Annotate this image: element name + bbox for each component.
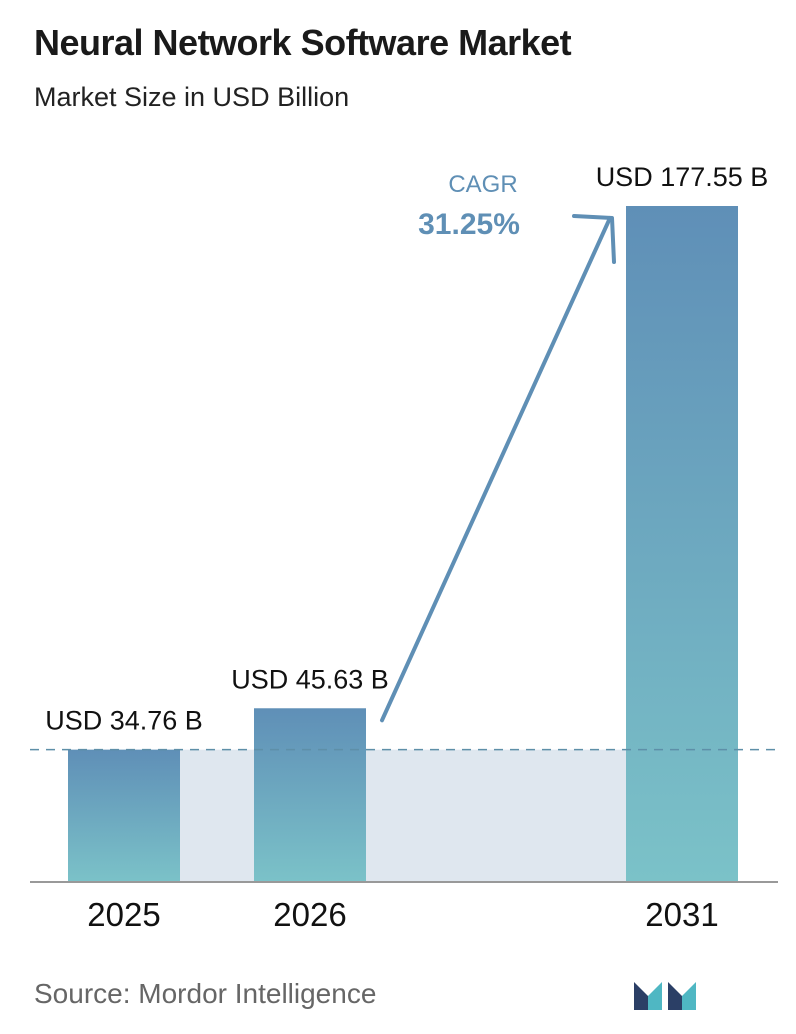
bar-2026 — [254, 708, 366, 882]
value-label-2025: USD 34.76 B — [45, 706, 203, 736]
source-note: Source: Mordor Intelligence — [34, 978, 377, 1009]
chart-subtitle: Market Size in USD Billion — [34, 82, 350, 112]
cagr-label: CAGR — [448, 171, 517, 198]
cagr-arrow-line — [380, 216, 612, 723]
bar-2031 — [626, 206, 738, 882]
value-label-2031: USD 177.55 B — [596, 162, 769, 192]
x-tick-label-2025: 2025 — [87, 896, 160, 933]
chart-title: Neural Network Software Market — [34, 22, 572, 63]
bar-2025 — [68, 749, 180, 882]
cagr-value: 31.25% — [418, 208, 520, 241]
x-tick-label-2026: 2026 — [273, 896, 346, 933]
mordor-intelligence-logo — [634, 982, 696, 1010]
value-label-2026: USD 45.63 B — [231, 664, 389, 694]
x-tick-label-2031: 2031 — [645, 896, 718, 933]
cagr-arrow-head — [572, 214, 616, 264]
